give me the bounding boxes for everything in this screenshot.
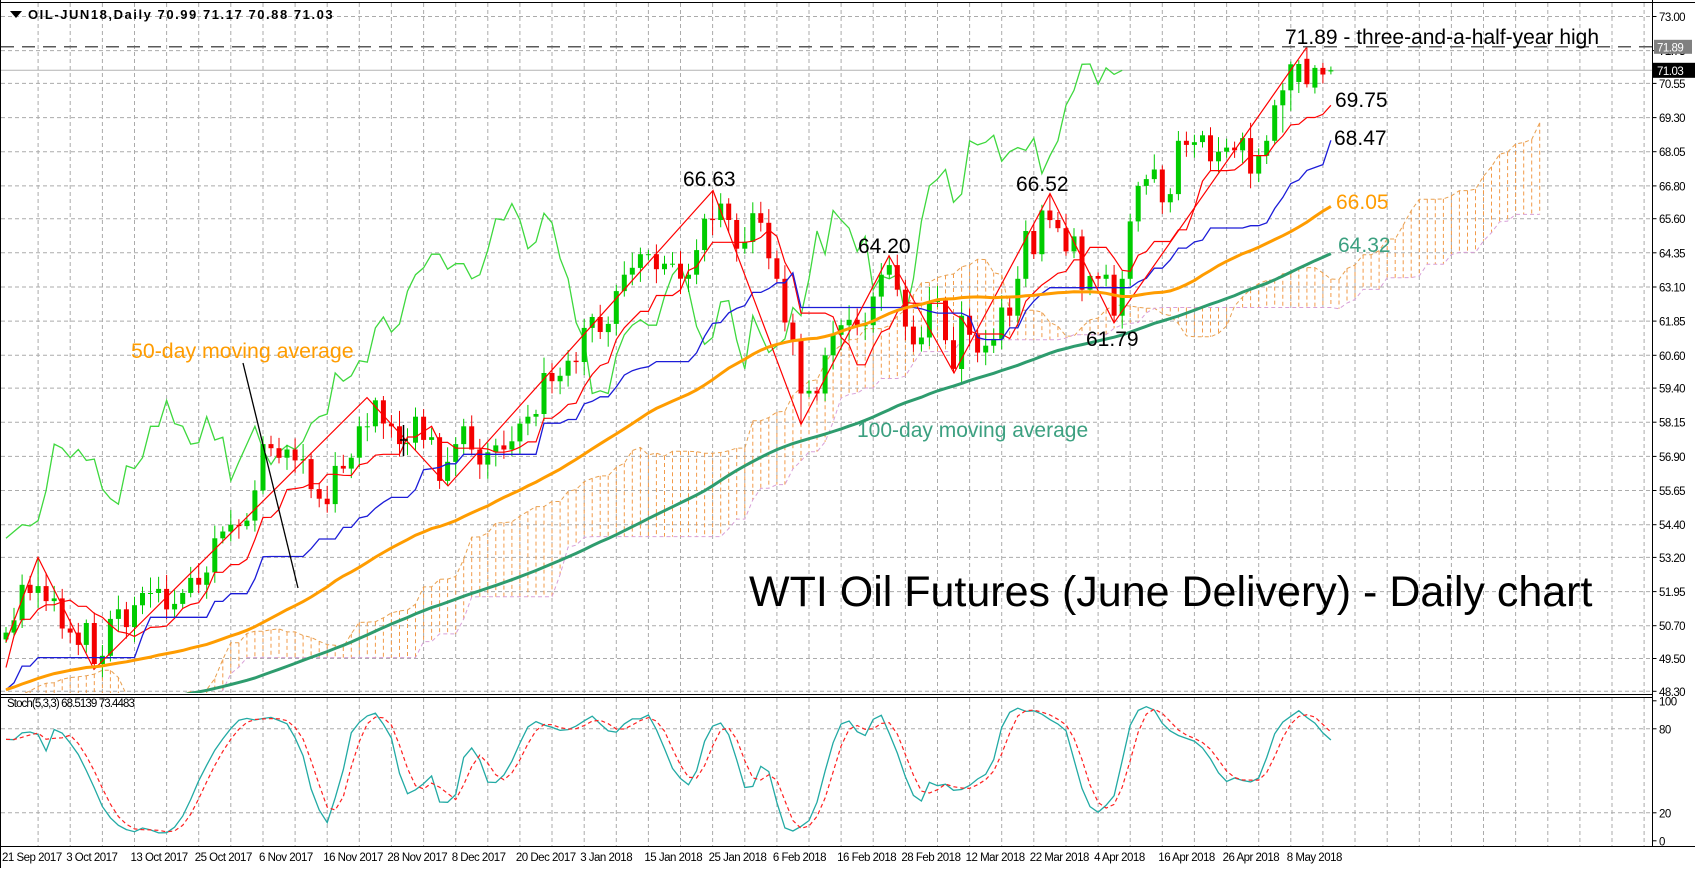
svg-text:59.40: 59.40 xyxy=(1659,384,1685,396)
svg-text:6 Nov 2017: 6 Nov 2017 xyxy=(259,852,313,864)
svg-text:65.60: 65.60 xyxy=(1659,214,1685,226)
svg-text:6 Feb 2018: 6 Feb 2018 xyxy=(773,852,826,864)
svg-text:0: 0 xyxy=(1659,836,1665,848)
svg-text:71.03: 71.03 xyxy=(1657,66,1683,78)
svg-text:28 Feb 2018: 28 Feb 2018 xyxy=(901,852,960,864)
svg-text:60.60: 60.60 xyxy=(1659,351,1685,363)
svg-text:OIL-JUN18,Daily 70.99 71.17 7: OIL-JUN18,Daily 70.99 71.17 70.88 71.03 xyxy=(28,7,334,22)
svg-text:16 Feb 2018: 16 Feb 2018 xyxy=(837,852,896,864)
svg-text:71.89: 71.89 xyxy=(1657,42,1683,54)
svg-text:56.90: 56.90 xyxy=(1659,452,1685,464)
svg-text:3 Jan 2018: 3 Jan 2018 xyxy=(580,852,632,864)
svg-text:71.89 - three-and-a-half-year: 71.89 - three-and-a-half-year high xyxy=(1285,26,1599,49)
svg-text:63.10: 63.10 xyxy=(1659,283,1685,295)
svg-text:64.32: 64.32 xyxy=(1338,234,1391,257)
svg-text:66.05: 66.05 xyxy=(1336,191,1389,214)
svg-text:66.80: 66.80 xyxy=(1659,181,1685,193)
svg-text:50.70: 50.70 xyxy=(1659,621,1685,633)
svg-text:80: 80 xyxy=(1659,724,1671,736)
svg-text:8 May 2018: 8 May 2018 xyxy=(1287,852,1342,864)
svg-text:100: 100 xyxy=(1659,696,1677,708)
svg-text:WTI Oil Futures (June Delivery: WTI Oil Futures (June Delivery) - Daily … xyxy=(749,568,1592,616)
svg-text:28 Nov 2017: 28 Nov 2017 xyxy=(387,852,447,864)
svg-text:66.63: 66.63 xyxy=(683,168,736,191)
svg-text:22 Mar 2018: 22 Mar 2018 xyxy=(1030,852,1089,864)
svg-text:15 Jan 2018: 15 Jan 2018 xyxy=(644,852,702,864)
svg-text:69.75: 69.75 xyxy=(1335,89,1388,112)
svg-text:25 Oct 2017: 25 Oct 2017 xyxy=(195,852,252,864)
svg-text:50-day moving average: 50-day moving average xyxy=(131,339,354,363)
svg-text:55.65: 55.65 xyxy=(1659,486,1685,498)
svg-text:69.30: 69.30 xyxy=(1659,113,1685,125)
svg-text:49.50: 49.50 xyxy=(1659,654,1685,666)
svg-text:26 Apr 2018: 26 Apr 2018 xyxy=(1223,852,1280,864)
svg-text:3 Oct 2017: 3 Oct 2017 xyxy=(66,852,117,864)
svg-text:68.05: 68.05 xyxy=(1659,147,1685,159)
svg-text:73.00: 73.00 xyxy=(1659,12,1685,24)
svg-text:12 Mar 2018: 12 Mar 2018 xyxy=(966,852,1025,864)
svg-text:66.52: 66.52 xyxy=(1016,173,1069,196)
svg-text:13 Oct 2017: 13 Oct 2017 xyxy=(131,852,188,864)
svg-text:Stoch(5,3,3) 68.5139 73.4483: Stoch(5,3,3) 68.5139 73.4483 xyxy=(7,698,134,710)
svg-text:51.95: 51.95 xyxy=(1659,587,1685,599)
svg-text:100-day moving average: 100-day moving average xyxy=(857,419,1088,442)
svg-text:68.47: 68.47 xyxy=(1334,127,1387,150)
svg-text:61.79: 61.79 xyxy=(1086,328,1139,351)
svg-text:53.20: 53.20 xyxy=(1659,553,1685,565)
svg-text:25 Jan 2018: 25 Jan 2018 xyxy=(709,852,767,864)
svg-text:58.15: 58.15 xyxy=(1659,418,1685,430)
svg-text:54.40: 54.40 xyxy=(1659,520,1685,532)
svg-text:16 Nov 2017: 16 Nov 2017 xyxy=(323,852,383,864)
svg-text:21 Sep 2017: 21 Sep 2017 xyxy=(2,852,62,864)
svg-text:16 Apr 2018: 16 Apr 2018 xyxy=(1158,852,1215,864)
svg-text:4 Apr 2018: 4 Apr 2018 xyxy=(1094,852,1145,864)
svg-text:64.35: 64.35 xyxy=(1659,248,1685,260)
svg-text:64.20: 64.20 xyxy=(858,235,911,258)
svg-text:20 Dec 2017: 20 Dec 2017 xyxy=(516,852,576,864)
svg-text:70.55: 70.55 xyxy=(1659,79,1685,91)
svg-text:8 Dec 2017: 8 Dec 2017 xyxy=(452,852,506,864)
svg-text:20: 20 xyxy=(1659,808,1671,820)
svg-text:61.85: 61.85 xyxy=(1659,317,1685,329)
